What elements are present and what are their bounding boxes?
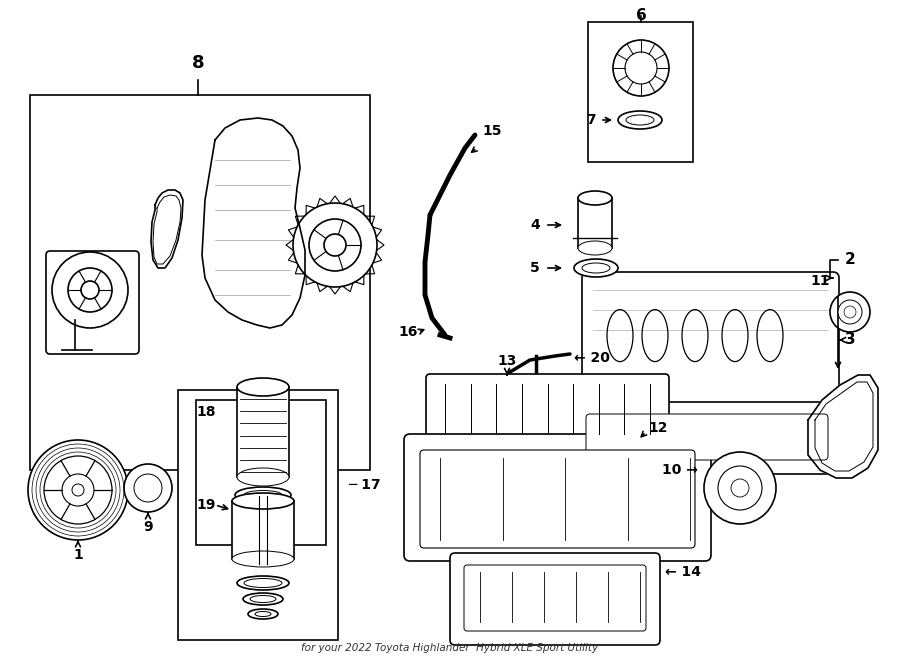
Ellipse shape	[237, 378, 289, 396]
FancyBboxPatch shape	[586, 414, 828, 460]
Text: 1: 1	[73, 548, 83, 562]
Circle shape	[62, 474, 94, 506]
Ellipse shape	[248, 609, 278, 619]
Circle shape	[52, 252, 128, 328]
Text: 8: 8	[192, 54, 204, 72]
Ellipse shape	[232, 493, 294, 509]
Ellipse shape	[255, 611, 271, 617]
Circle shape	[838, 300, 862, 324]
FancyBboxPatch shape	[46, 251, 139, 354]
Ellipse shape	[578, 241, 612, 255]
Ellipse shape	[607, 309, 633, 362]
Ellipse shape	[243, 593, 283, 605]
Text: 7: 7	[587, 113, 596, 127]
FancyBboxPatch shape	[420, 450, 695, 548]
Circle shape	[613, 40, 669, 96]
Text: 9: 9	[143, 520, 153, 534]
Bar	[232, 501, 294, 559]
Polygon shape	[202, 118, 305, 328]
Circle shape	[72, 484, 84, 496]
Circle shape	[28, 440, 128, 540]
Circle shape	[293, 203, 377, 287]
FancyBboxPatch shape	[450, 553, 660, 645]
Ellipse shape	[244, 578, 282, 588]
Text: 6: 6	[635, 8, 646, 23]
Circle shape	[830, 292, 870, 332]
Circle shape	[704, 452, 776, 524]
Ellipse shape	[237, 468, 289, 486]
Ellipse shape	[722, 309, 748, 362]
Ellipse shape	[642, 309, 668, 362]
Ellipse shape	[574, 259, 618, 277]
Ellipse shape	[618, 111, 662, 129]
FancyBboxPatch shape	[426, 374, 669, 444]
Circle shape	[731, 479, 749, 497]
Text: 5: 5	[530, 261, 540, 275]
Text: 3: 3	[845, 332, 856, 348]
Circle shape	[718, 466, 762, 510]
Ellipse shape	[578, 191, 612, 205]
Ellipse shape	[235, 487, 291, 503]
Text: for your 2022 Toyota Highlander  Hybrid XLE Sport Utility: for your 2022 Toyota Highlander Hybrid X…	[302, 643, 598, 653]
Text: 16: 16	[399, 325, 418, 339]
Bar	[30, 95, 370, 470]
Text: 15: 15	[482, 124, 501, 138]
FancyBboxPatch shape	[404, 434, 711, 561]
Circle shape	[324, 234, 346, 256]
Text: 18: 18	[196, 405, 215, 419]
Text: 4: 4	[530, 218, 540, 232]
Text: 12: 12	[648, 421, 668, 435]
Ellipse shape	[682, 309, 708, 362]
Text: 11: 11	[810, 274, 830, 288]
Text: ─ 17: ─ 17	[348, 478, 381, 492]
Text: 13: 13	[498, 354, 517, 368]
Circle shape	[124, 464, 172, 512]
Circle shape	[625, 52, 657, 84]
Circle shape	[844, 306, 856, 318]
Polygon shape	[151, 190, 183, 268]
Bar	[178, 390, 338, 640]
Ellipse shape	[237, 576, 289, 590]
FancyBboxPatch shape	[464, 565, 646, 631]
Text: ← 14: ← 14	[665, 565, 701, 579]
Text: 2: 2	[845, 253, 856, 268]
Circle shape	[81, 281, 99, 299]
Ellipse shape	[244, 490, 282, 500]
Circle shape	[309, 219, 361, 271]
Ellipse shape	[232, 551, 294, 567]
Circle shape	[134, 474, 162, 502]
Text: 10 →: 10 →	[662, 463, 698, 477]
Bar	[588, 22, 693, 162]
Circle shape	[68, 268, 112, 312]
Ellipse shape	[582, 263, 610, 273]
Ellipse shape	[626, 115, 654, 125]
Ellipse shape	[250, 596, 276, 602]
Bar	[196, 400, 326, 545]
Bar	[237, 387, 289, 477]
Circle shape	[44, 456, 112, 524]
Text: 19: 19	[196, 498, 215, 512]
Text: ← 20: ← 20	[574, 351, 610, 365]
FancyBboxPatch shape	[572, 402, 842, 474]
Ellipse shape	[757, 309, 783, 362]
Polygon shape	[808, 375, 878, 478]
FancyBboxPatch shape	[582, 272, 839, 412]
